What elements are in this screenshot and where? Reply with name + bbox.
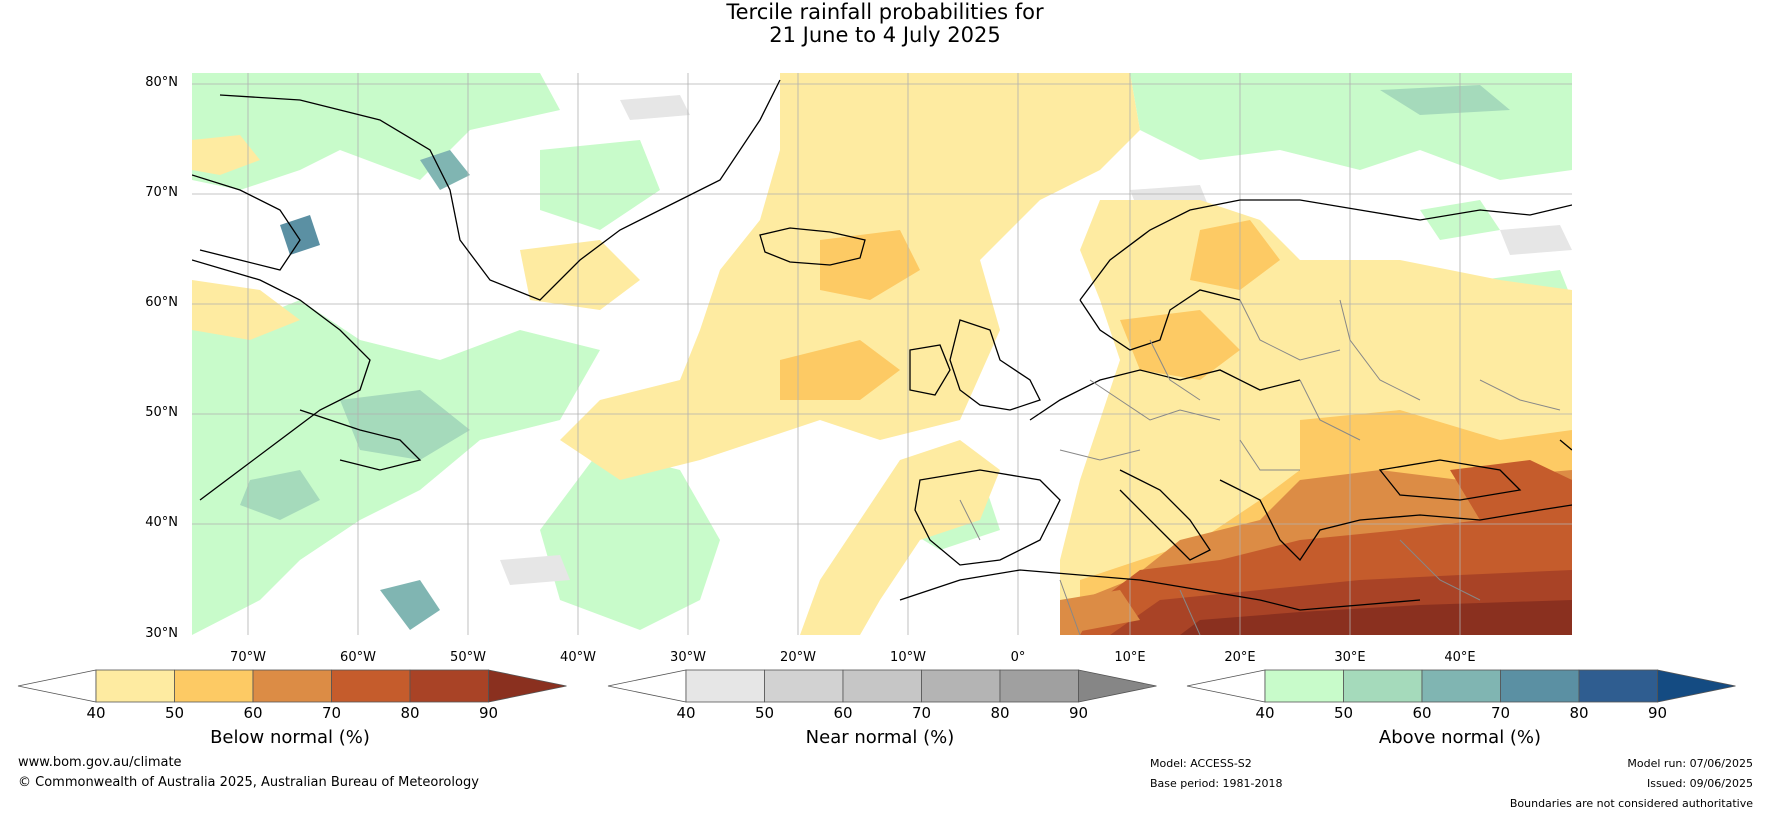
colorbar-near-tick-90: 90 [1068, 704, 1089, 722]
colorbar-above-tick-80: 80 [1569, 704, 1589, 722]
lat-label-80n: 80°N [145, 75, 178, 90]
footer-model: Model: ACCESS-S2 [1150, 757, 1252, 770]
colorbar-near-label: Near normal (%) [805, 727, 955, 748]
lon-label-30w: 30°W [670, 650, 706, 665]
footer-disclaimer: Boundaries are not considered authoritat… [1509, 797, 1753, 810]
lat-label-70n: 70°N [145, 185, 178, 200]
footer-copyright: © Commonwealth of Australia 2025, Austra… [18, 775, 479, 790]
colorbar-below-tick-50: 50 [164, 704, 185, 722]
footer-model-run: Model run: 07/06/2025 [1627, 757, 1753, 770]
lon-label-10e: 10°E [1114, 650, 1146, 665]
colorbar-near-tick-80: 80 [990, 704, 1010, 722]
colorbar-above-tick-40: 40 [1255, 704, 1275, 722]
colorbar-above-tick-60: 60 [1412, 704, 1432, 722]
colorbar-near-tick-40: 40 [676, 704, 696, 722]
lat-label-60n: 60°N [145, 295, 178, 310]
lat-label-30n: 30°N [145, 626, 178, 641]
lat-label-50n: 50°N [145, 405, 178, 420]
colorbar-below-tick-60: 60 [243, 704, 263, 722]
footer-issued: Issued: 09/06/2025 [1646, 777, 1753, 790]
lon-label-60w: 60°W [340, 650, 376, 665]
lon-label-20e: 20°E [1224, 650, 1256, 665]
coastlines [192, 79, 1572, 611]
below-normal-areas [192, 73, 1572, 635]
footer-website[interactable]: www.bom.gov.au/climate [18, 755, 182, 770]
colorbar-below-label: Below normal (%) [210, 727, 370, 748]
lon-label-30e: 30°E [1334, 650, 1366, 665]
colorbar-near-tick-50: 50 [754, 704, 775, 722]
colorbar-below-tick-80: 80 [400, 704, 420, 722]
colorbar-below-tick-90: 90 [478, 704, 499, 722]
colorbar-above-tick-50: 50 [1333, 704, 1354, 722]
map-title-line1: Tercile rainfall probabilities for [726, 0, 1044, 24]
lat-label-40n: 40°N [145, 515, 178, 530]
colorbar-near-tick-70: 70 [911, 704, 932, 722]
colorbar-below-tick-40: 40 [86, 704, 106, 722]
lon-label-0: 0° [1010, 650, 1026, 665]
colorbar-above-tick-90: 90 [1647, 704, 1668, 722]
lon-label-10w: 10°W [890, 650, 926, 665]
lon-label-40w: 40°W [560, 650, 596, 665]
colorbar-near-tick-60: 60 [833, 704, 853, 722]
lon-label-50w: 50°W [450, 650, 486, 665]
map-title-line2: 21 June to 4 July 2025 [769, 23, 1001, 47]
lon-label-40e: 40°E [1444, 650, 1476, 665]
colorbar-above-tick-70: 70 [1490, 704, 1511, 722]
footer-base-period: Base period: 1981-2018 [1150, 777, 1283, 790]
colorbar-below-tick-70: 70 [321, 704, 342, 722]
lon-label-20w: 20°W [780, 650, 816, 665]
country-borders [959, 299, 1561, 635]
lon-label-70w: 70°W [230, 650, 266, 665]
above-normal-areas [192, 73, 1572, 635]
colorbar-above-label: Above normal (%) [1378, 727, 1542, 748]
